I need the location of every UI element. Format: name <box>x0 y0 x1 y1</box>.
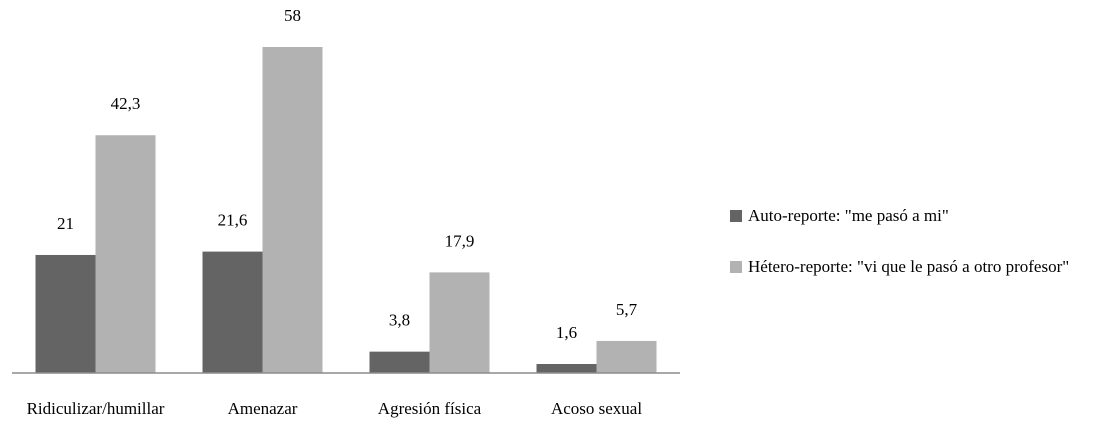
bar-acoso-sexual-hetero-reporte <box>596 340 657 373</box>
category-label-acoso-sexual: Acoso sexual <box>551 399 642 418</box>
bar-amenazar-hetero-reporte <box>262 47 323 373</box>
legend-swatch-hetero-reporte <box>730 261 742 273</box>
value-label-agresion-fisica-auto-reporte: 3,8 <box>389 311 410 330</box>
legend-label-auto-reporte: Auto-reporte: "me pasó a mi" <box>748 206 949 225</box>
bar-amenazar-auto-reporte <box>202 251 263 373</box>
bar-agresion-fisica-hetero-reporte <box>429 272 490 373</box>
category-labels-group: Ridiculizar/humillar Amenazar Agresión fís… <box>27 399 643 418</box>
value-label-ridiculizar-humillar-hetero-reporte: 42,3 <box>111 94 141 113</box>
legend: Auto-reporte: "me pasó a mi" Hétero-repo… <box>730 206 1069 308</box>
legend-label-hetero-reporte: Hétero-reporte: "vi que le pasó a otro p… <box>748 257 1070 276</box>
value-labels-group: 21 42,3 21,6 58 3,8 17,9 1,6 5,7 <box>57 6 638 342</box>
value-label-amenazar-auto-reporte: 21,6 <box>218 211 248 230</box>
value-label-agresion-fisica-hetero-reporte: 17,9 <box>445 231 475 250</box>
value-label-acoso-sexual-auto-reporte: 1,6 <box>556 323 577 342</box>
category-label-agresion-fisica: Agresión física <box>378 399 482 418</box>
legend-swatch-auto-reporte <box>730 210 742 222</box>
category-label-amenazar: Amenazar <box>228 399 298 418</box>
value-label-ridiculizar-humillar-auto-reporte: 21 <box>57 214 74 233</box>
legend-item-hetero-reporte: Hétero-reporte: "vi que le pasó a otro p… <box>730 257 1069 277</box>
bar-ridiculizar-humillar-hetero-reporte <box>95 135 156 373</box>
category-label-ridiculizar-humillar: Ridiculizar/humillar <box>27 399 165 418</box>
bar-agresion-fisica-auto-reporte <box>369 351 430 373</box>
value-label-amenazar-hetero-reporte: 58 <box>284 6 301 25</box>
legend-item-auto-reporte: Auto-reporte: "me pasó a mi" <box>730 206 1069 226</box>
value-label-acoso-sexual-hetero-reporte: 5,7 <box>616 300 638 319</box>
bars-group <box>35 47 657 373</box>
bar-ridiculizar-humillar-auto-reporte <box>35 254 96 373</box>
bar-acoso-sexual-auto-reporte <box>536 364 597 373</box>
